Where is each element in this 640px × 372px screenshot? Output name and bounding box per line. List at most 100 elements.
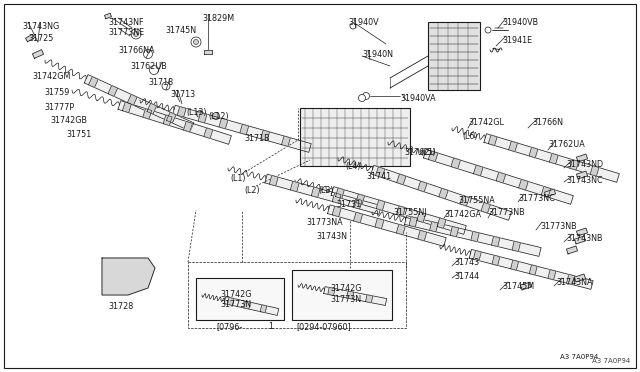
Polygon shape xyxy=(428,151,438,161)
Polygon shape xyxy=(492,236,500,247)
Text: 31713: 31713 xyxy=(170,90,195,99)
Text: 31940VA: 31940VA xyxy=(400,94,436,103)
Text: 31940VB: 31940VB xyxy=(502,18,538,27)
Polygon shape xyxy=(492,255,500,266)
Text: 31762UB: 31762UB xyxy=(130,62,167,71)
Circle shape xyxy=(150,65,159,74)
Polygon shape xyxy=(529,147,538,158)
Polygon shape xyxy=(418,181,427,192)
Polygon shape xyxy=(198,112,207,123)
Polygon shape xyxy=(332,206,341,217)
Polygon shape xyxy=(512,241,520,251)
Text: (L2): (L2) xyxy=(244,186,260,195)
Polygon shape xyxy=(335,188,344,198)
Text: 31773NB: 31773NB xyxy=(488,208,525,217)
Text: 31755NJ: 31755NJ xyxy=(393,208,426,217)
Text: 3171B: 3171B xyxy=(244,134,269,143)
Polygon shape xyxy=(545,189,556,197)
Text: 31744: 31744 xyxy=(454,272,479,281)
Text: 31940N: 31940N xyxy=(362,50,393,59)
Text: 31743NB: 31743NB xyxy=(566,234,602,243)
Polygon shape xyxy=(332,193,341,203)
Polygon shape xyxy=(518,179,528,190)
Text: 31773NB: 31773NB xyxy=(540,222,577,231)
Polygon shape xyxy=(353,212,362,223)
Bar xyxy=(188,262,406,328)
Text: 1: 1 xyxy=(268,322,273,331)
Text: (L3): (L3) xyxy=(318,186,333,195)
Text: 31728: 31728 xyxy=(108,302,133,311)
Polygon shape xyxy=(566,275,575,285)
Polygon shape xyxy=(397,206,405,217)
Polygon shape xyxy=(33,49,44,58)
Text: (L4): (L4) xyxy=(345,162,360,171)
Text: 31718: 31718 xyxy=(148,78,173,87)
Polygon shape xyxy=(520,282,532,290)
Polygon shape xyxy=(541,186,551,197)
Text: 31773N: 31773N xyxy=(330,295,361,304)
Text: [0796-: [0796- xyxy=(216,322,243,331)
Text: 31743ND: 31743ND xyxy=(566,160,603,169)
Polygon shape xyxy=(481,202,490,213)
Text: 31731: 31731 xyxy=(336,200,361,209)
Polygon shape xyxy=(356,194,365,205)
Polygon shape xyxy=(577,171,588,179)
Polygon shape xyxy=(260,130,269,141)
Text: 31762U: 31762U xyxy=(404,148,435,157)
Text: 31766N: 31766N xyxy=(532,118,563,127)
Text: 31762UA: 31762UA xyxy=(548,140,585,149)
Circle shape xyxy=(196,110,204,118)
Polygon shape xyxy=(488,135,497,145)
Text: 31940V: 31940V xyxy=(348,18,379,27)
Polygon shape xyxy=(102,258,155,295)
Circle shape xyxy=(134,276,142,284)
Bar xyxy=(428,22,480,90)
Polygon shape xyxy=(451,158,461,169)
Polygon shape xyxy=(163,115,172,125)
Polygon shape xyxy=(88,77,98,87)
Polygon shape xyxy=(590,166,599,176)
Polygon shape xyxy=(260,305,267,313)
Circle shape xyxy=(117,282,123,288)
Polygon shape xyxy=(224,297,279,315)
Polygon shape xyxy=(108,86,118,96)
Text: 31745M: 31745M xyxy=(502,282,534,291)
Polygon shape xyxy=(566,246,577,254)
Polygon shape xyxy=(469,250,593,289)
Polygon shape xyxy=(365,295,372,303)
Text: (L1): (L1) xyxy=(230,174,246,183)
Text: 31773NA: 31773NA xyxy=(306,218,342,227)
Text: 31745N: 31745N xyxy=(165,26,196,35)
Polygon shape xyxy=(409,217,417,227)
Polygon shape xyxy=(184,121,193,132)
Text: 31773N: 31773N xyxy=(220,300,251,309)
Polygon shape xyxy=(291,181,299,192)
Polygon shape xyxy=(417,212,426,222)
Text: 31742GL: 31742GL xyxy=(468,118,504,127)
Polygon shape xyxy=(353,199,362,209)
Polygon shape xyxy=(269,176,278,186)
Text: (L6): (L6) xyxy=(462,132,477,141)
Text: 31743N: 31743N xyxy=(316,232,347,241)
Text: [0294-07960]: [0294-07960] xyxy=(296,322,351,331)
Text: 31742G: 31742G xyxy=(220,290,252,299)
Circle shape xyxy=(111,264,119,272)
Bar xyxy=(196,278,284,320)
Polygon shape xyxy=(511,260,518,270)
Polygon shape xyxy=(460,195,469,206)
Polygon shape xyxy=(451,227,459,237)
Polygon shape xyxy=(429,222,438,232)
Text: 31773NE: 31773NE xyxy=(108,28,144,37)
Text: 31743NF: 31743NF xyxy=(108,18,143,27)
Polygon shape xyxy=(375,218,384,229)
Circle shape xyxy=(212,112,220,119)
Polygon shape xyxy=(166,112,176,123)
Text: A3 7A0P94: A3 7A0P94 xyxy=(560,354,598,360)
Polygon shape xyxy=(548,270,556,280)
Bar xyxy=(300,108,410,166)
Text: 31743: 31743 xyxy=(454,258,479,267)
Polygon shape xyxy=(26,34,35,42)
Text: 31742G: 31742G xyxy=(330,284,362,293)
Text: 31829M: 31829M xyxy=(202,14,234,23)
Polygon shape xyxy=(177,106,186,117)
